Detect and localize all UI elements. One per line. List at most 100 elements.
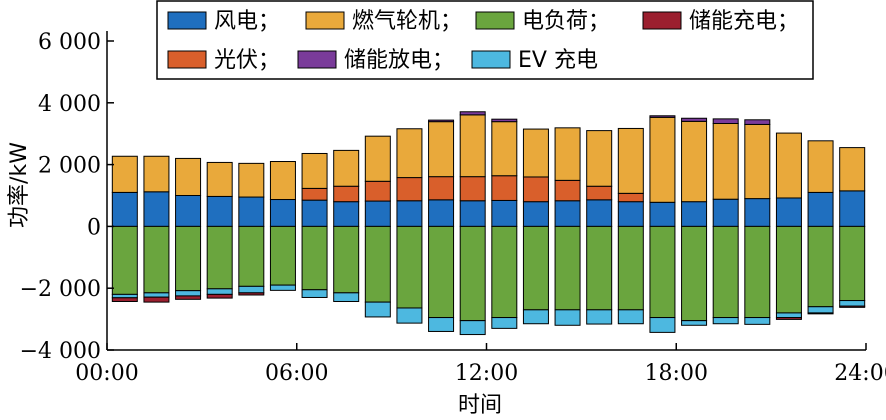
bar-segment [839,300,866,307]
legend-swatch [642,11,682,30]
bar-segment [396,307,423,324]
bar-segment [649,225,676,319]
bar-segment [522,309,549,325]
bar-segment [681,320,708,326]
bar-segment [554,225,581,311]
bar-segment [238,285,265,294]
bar-segment [333,225,360,294]
legend: 风电； 燃气轮机； 电负荷； 储能充电； 光伏； 储能放电； EV 充电 [156,0,814,80]
bar-segment [586,130,613,187]
x-axis-title: 时间 [458,393,502,418]
bar-segment [175,157,202,196]
bar-segment [364,200,391,227]
bar-segment [522,128,549,178]
y-tick-label: 0 [87,215,101,240]
bar-segment [807,306,834,314]
bar-segment [396,177,423,202]
bar-segment [712,198,739,227]
bar-segment [744,317,771,325]
x-tick-label: 00:00 [75,361,138,386]
legend-label: EV 充电 [518,48,598,73]
bar-segment [744,225,771,319]
bar-segment [333,149,360,187]
bar-segment [617,225,644,311]
bar-segment [839,147,866,192]
bar-segment [649,317,676,333]
bar-segment [586,309,613,325]
legend-swatch [471,50,511,69]
bar-segment [143,155,170,193]
legend-label: 光伏； [214,48,280,73]
bar-segment [839,305,866,308]
bar-segment [491,225,518,319]
bar-segment [807,225,834,308]
bar-segment [428,199,455,227]
bars-layer [111,111,866,336]
bar-segment [617,127,644,194]
bar-segment [554,179,581,202]
bar-segment [143,296,170,303]
bar-segment [364,301,391,318]
bar-segment [775,225,802,314]
bar-segment [428,121,455,178]
bar-segment [775,197,802,227]
bar-segment [554,127,581,181]
bar-segment [111,225,138,295]
bar-segment [459,111,486,116]
x-tick-label: 06:00 [265,361,328,386]
bar-segment [712,123,739,200]
bar-segment [617,309,644,325]
legend-swatch [305,11,345,30]
bar-segment [775,312,802,319]
legend-swatch [475,11,515,30]
bar-segment [522,176,549,203]
legend-swatch [297,50,337,69]
bar-segment [522,225,549,311]
y-tick-label: 6 000 [38,30,101,55]
bar-segment [491,121,518,177]
bar-segment [586,225,613,311]
y-tick-label: 2 000 [38,154,101,179]
bar-segment [839,190,866,227]
bar-segment [775,132,802,199]
bar-segment [617,201,644,227]
bar-segment [712,225,739,319]
bar-segment [586,199,613,227]
legend-swatch [167,11,207,30]
bar-segment [175,295,202,300]
bar-segment [839,225,866,302]
bar-segment [301,152,328,189]
legend-label: 燃气轮机； [352,9,462,34]
bar-segment [744,123,771,200]
bar-segment [522,201,549,227]
bar-segment [301,289,328,298]
bar-segment [206,195,233,227]
bar-segment [459,176,486,202]
bar-segment [681,117,708,122]
bar-segment [143,292,170,298]
x-tick-label: 18:00 [645,361,708,386]
y-axis-title: 功率/kW [7,142,32,228]
bar-segment [396,128,423,179]
bar-segment [491,317,518,329]
bar-segment [428,225,455,319]
bar-segment [333,201,360,227]
bar-segment [238,225,265,287]
bar-segment [807,191,834,227]
y-tick-label: 4 000 [38,92,101,117]
bar-segment [396,200,423,227]
bar-segment [111,297,138,302]
bar-segment [712,118,739,125]
bar-segment [459,225,486,322]
bar-segment [428,317,455,332]
bar-segment [586,185,613,201]
bar-segment [269,161,296,201]
bar-segment [396,225,423,309]
bar-segment [206,288,233,295]
bar-segment [712,317,739,325]
bar-segment [206,293,233,299]
bar-segment [111,155,138,193]
legend-label: 储能充电； [689,9,799,34]
bar-segment [459,320,486,336]
bar-segment [269,284,296,291]
